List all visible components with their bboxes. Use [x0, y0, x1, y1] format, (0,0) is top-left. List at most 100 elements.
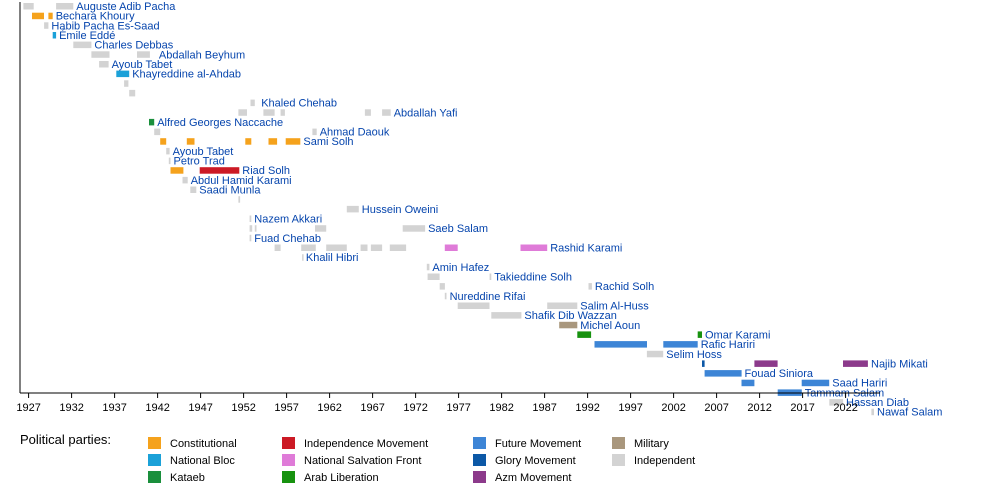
term-bar [190, 186, 197, 193]
prime-minister-label[interactable]: Fuad Chehab [254, 233, 321, 245]
term-bar [444, 292, 447, 300]
term-bar [285, 138, 301, 145]
x-tick-label: 1987 [532, 402, 556, 414]
prime-minister-label[interactable]: Hassan Diab [846, 397, 909, 409]
prime-minister-label[interactable]: Najib Mikati [871, 358, 928, 370]
term-bar [646, 350, 664, 358]
term-bar [274, 244, 281, 251]
prime-minister-label[interactable]: Abdallah Yafi [394, 107, 458, 119]
x-tick-label: 1957 [274, 402, 298, 414]
prime-minister-label[interactable]: Riad Solh [242, 165, 290, 177]
term-bar [871, 408, 874, 416]
prime-minister-label[interactable]: Selim Hoss [666, 349, 722, 361]
prime-minister-label[interactable]: Omar Karami [705, 329, 770, 341]
prime-minister-label[interactable]: Takieddine Solh [494, 272, 572, 284]
term-bar [154, 128, 161, 136]
prime-minister-label[interactable]: Saadi Munla [199, 185, 261, 197]
prime-minister-label[interactable]: Habib Pacha Es-Saad [51, 20, 159, 32]
term-bar [559, 321, 578, 329]
legend-swatch [148, 437, 161, 449]
prime-minister-label[interactable]: Ahmad Daouk [320, 127, 390, 139]
term-bar [520, 244, 548, 251]
prime-minister-label[interactable]: Khaled Chehab [261, 98, 337, 110]
legend-title: Political parties: [20, 432, 111, 447]
prime-minister-label[interactable]: Saad Hariri [832, 378, 887, 390]
prime-minister-label[interactable]: Fouad Siniora [745, 368, 814, 380]
legend-label: Azm Movement [495, 472, 571, 484]
prime-minister-label[interactable]: Petro Trad [174, 156, 225, 168]
term-bar [402, 225, 426, 232]
term-bar [301, 244, 316, 251]
prime-minister-label[interactable]: Nazem Akkari [254, 214, 322, 226]
term-bar [364, 109, 371, 116]
term-bar [48, 12, 53, 20]
term-bar [73, 41, 92, 49]
legend-label: Future Movement [495, 438, 581, 450]
prime-minister-label[interactable]: Salim Al-Huss [580, 301, 649, 313]
term-bar [491, 312, 522, 319]
term-bar [427, 273, 440, 280]
prime-minister-label[interactable]: Ayoub Tabet [112, 59, 173, 71]
term-bar [32, 12, 44, 20]
term-bar [389, 244, 407, 251]
prime-minister-label[interactable]: Khayreddine al-Ahdab [132, 69, 241, 81]
prime-minister-label[interactable]: Nawaf Salam [877, 407, 942, 419]
prime-minister-label[interactable]: Auguste Adib Pacha [76, 1, 176, 13]
prime-minister-label[interactable]: Rachid Solh [595, 281, 654, 293]
prime-minister-label[interactable]: Abdallah Beyhum [159, 49, 245, 61]
legend-label: National Salvation Front [304, 455, 421, 467]
term-bars [23, 3, 874, 416]
prime-minister-label[interactable]: Rafic Hariri [701, 339, 755, 351]
term-bar [91, 51, 110, 58]
term-bar [137, 51, 150, 58]
legend-swatch [282, 437, 295, 449]
x-tick-label: 1952 [231, 402, 255, 414]
x-tick-label: 1972 [403, 402, 427, 414]
term-bar [263, 109, 275, 116]
term-bar [129, 89, 136, 97]
legend-swatch [148, 471, 161, 483]
prime-minister-label[interactable]: Hussein Oweini [362, 204, 438, 216]
term-bar [588, 283, 592, 290]
party-legend: Constitutional National Bloc Kataeb Indepen… [148, 437, 695, 484]
prime-minister-label[interactable]: Émile Eddé [59, 29, 115, 42]
term-bar [312, 128, 317, 136]
prime-minister-label[interactable]: Michel Aoun [580, 320, 640, 332]
term-bar [663, 341, 698, 348]
legend-label: Military [634, 438, 669, 450]
prime-minister-label[interactable]: Rashid Karami [550, 243, 622, 255]
term-bar [801, 379, 830, 387]
x-tick-label: 1937 [102, 402, 126, 414]
term-bar [346, 205, 359, 213]
prime-minister-label[interactable]: Saeb Salam [428, 223, 488, 235]
x-tick-label: 2012 [747, 402, 771, 414]
prime-minister-label[interactable]: Bechara Khoury [56, 11, 135, 23]
prime-minister-label[interactable]: Nureddine Rifai [450, 291, 526, 303]
term-bar [238, 109, 247, 116]
term-bar [116, 70, 130, 78]
term-bar [594, 341, 647, 348]
term-bar [829, 399, 844, 406]
legend-label: Constitutional [170, 438, 237, 450]
term-bar [577, 331, 592, 338]
legend-label: National Bloc [170, 455, 235, 467]
legend-swatch [148, 454, 161, 466]
prime-minister-label[interactable]: Abdul Hamid Karami [191, 175, 292, 187]
prime-minister-label[interactable]: Shafik Dib Wazzan [524, 310, 617, 322]
prime-minister-label[interactable]: Charles Debbas [94, 40, 173, 52]
prime-minister-label[interactable]: Alfred Georges Naccache [157, 117, 283, 129]
term-bar [186, 138, 195, 145]
term-bar [23, 3, 34, 10]
x-tick-label: 2017 [790, 402, 814, 414]
prime-minister-label[interactable]: Amin Hafez [432, 262, 489, 274]
term-bar [370, 244, 383, 251]
prime-minister-label[interactable]: Ayoub Tabet [173, 146, 234, 158]
prime-minister-label[interactable]: Khalil Hibri [306, 252, 359, 264]
term-bar [704, 370, 742, 377]
prime-minister-label[interactable]: Sami Solh [303, 136, 353, 148]
term-bar [697, 331, 702, 338]
x-tick-label: 1992 [575, 402, 599, 414]
term-bar [741, 379, 755, 387]
legend-swatch [473, 471, 486, 483]
